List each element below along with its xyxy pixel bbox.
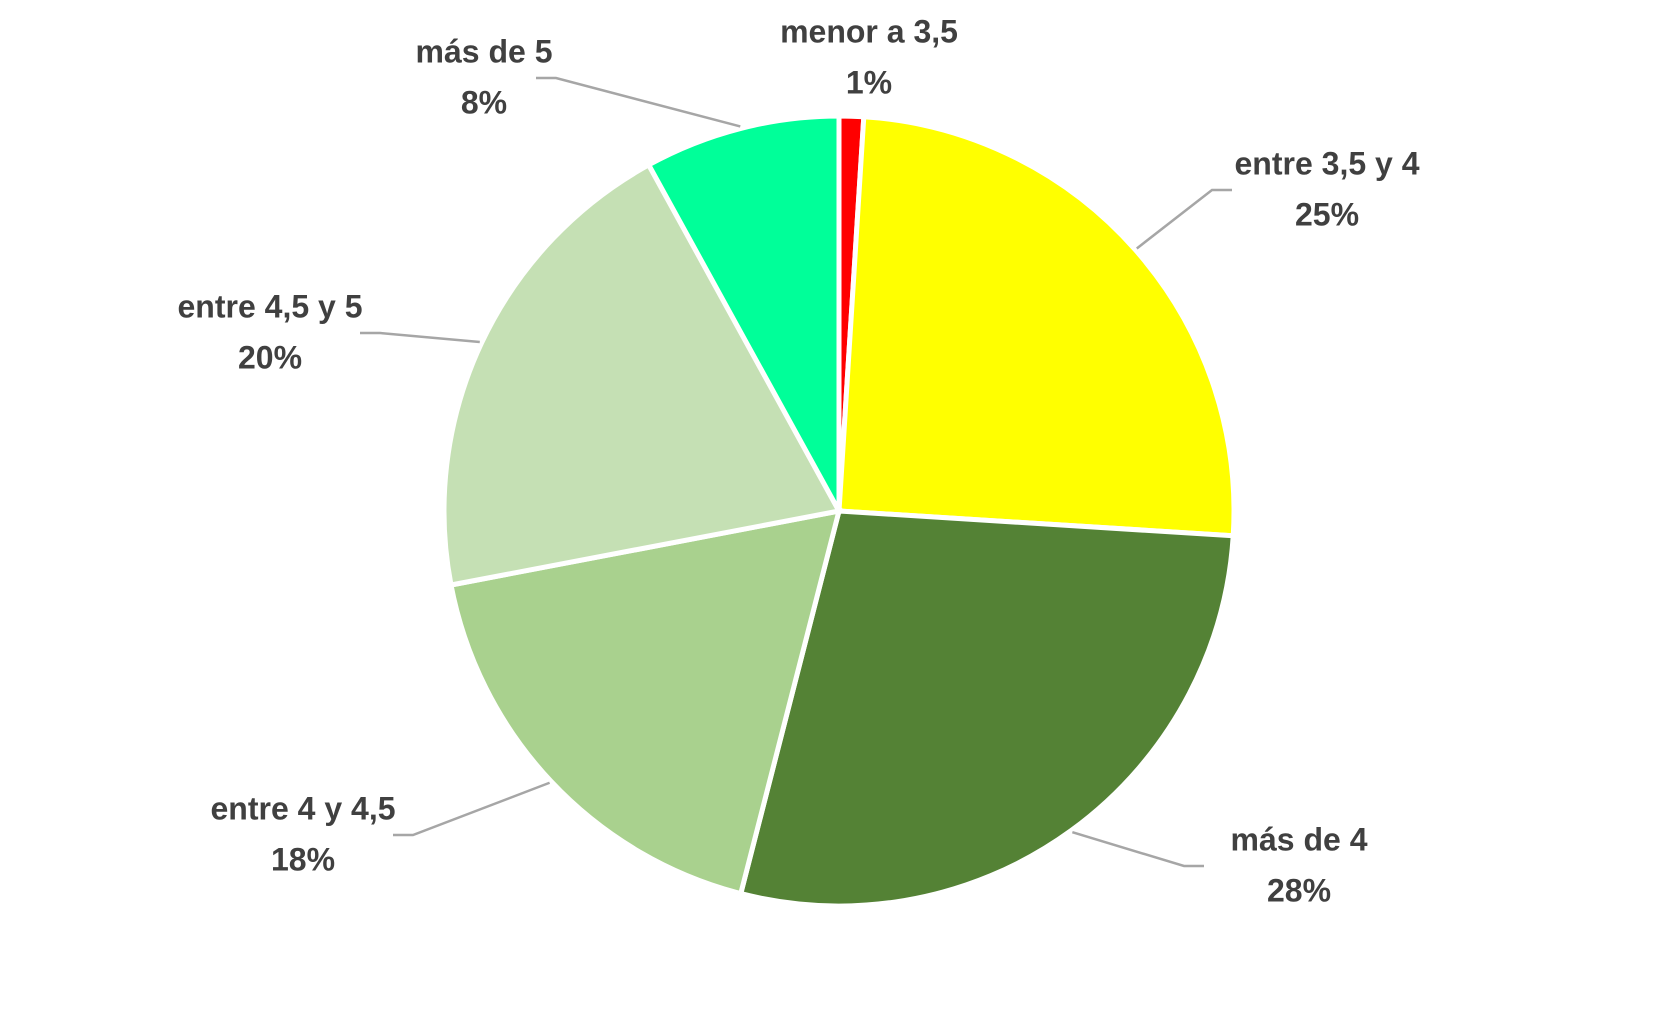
data-label-name: más de 4 (1231, 821, 1368, 857)
data-label-name: menor a 3,5 (780, 13, 958, 49)
pie-slice (737, 508, 1236, 909)
data-label-value: 28% (1267, 872, 1331, 908)
pie-slice (836, 114, 1237, 539)
data-label-value: 1% (846, 64, 892, 100)
leader-line (1136, 188, 1232, 250)
leader-line (360, 331, 480, 344)
data-label-value: 25% (1295, 196, 1359, 232)
leader-line (1071, 830, 1204, 868)
data-label-name: entre 4 y 4,5 (211, 790, 396, 826)
data-label-name: más de 5 (416, 33, 553, 69)
data-label-value: 20% (238, 339, 302, 375)
data-label-name: entre 3,5 y 4 (1235, 145, 1420, 181)
pie-slice (448, 507, 843, 897)
data-label-name: entre 4,5 y 5 (178, 288, 363, 324)
leader-line (536, 76, 741, 128)
leader-line (393, 781, 551, 837)
data-label-value: 18% (271, 841, 335, 877)
data-label-value: 8% (461, 84, 507, 120)
pie-slice (645, 113, 842, 513)
pie-slice (441, 161, 843, 588)
